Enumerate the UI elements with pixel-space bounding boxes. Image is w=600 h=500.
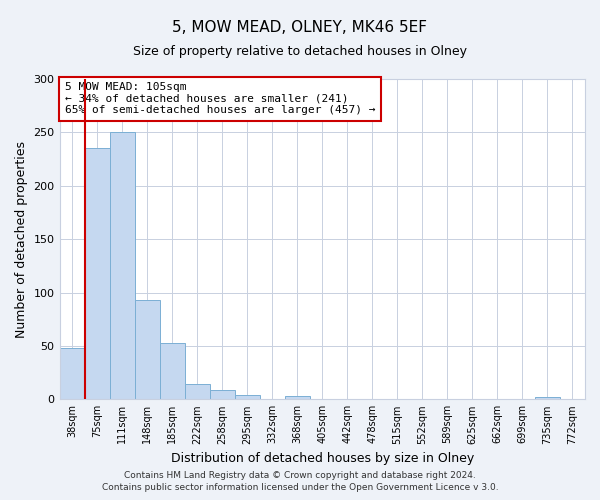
Bar xyxy=(209,390,235,400)
Bar xyxy=(110,132,134,400)
Bar xyxy=(285,396,310,400)
Bar xyxy=(134,300,160,400)
Bar xyxy=(59,348,85,400)
Bar xyxy=(235,395,260,400)
Bar xyxy=(185,384,209,400)
Bar xyxy=(85,148,110,400)
Bar xyxy=(535,397,560,400)
Text: Size of property relative to detached houses in Olney: Size of property relative to detached ho… xyxy=(133,45,467,58)
Y-axis label: Number of detached properties: Number of detached properties xyxy=(15,140,28,338)
Bar xyxy=(160,342,185,400)
Text: 5 MOW MEAD: 105sqm
← 34% of detached houses are smaller (241)
65% of semi-detach: 5 MOW MEAD: 105sqm ← 34% of detached hou… xyxy=(65,82,375,116)
Text: Contains HM Land Registry data © Crown copyright and database right 2024.
Contai: Contains HM Land Registry data © Crown c… xyxy=(101,471,499,492)
X-axis label: Distribution of detached houses by size in Olney: Distribution of detached houses by size … xyxy=(170,452,474,465)
Text: 5, MOW MEAD, OLNEY, MK46 5EF: 5, MOW MEAD, OLNEY, MK46 5EF xyxy=(173,20,427,35)
